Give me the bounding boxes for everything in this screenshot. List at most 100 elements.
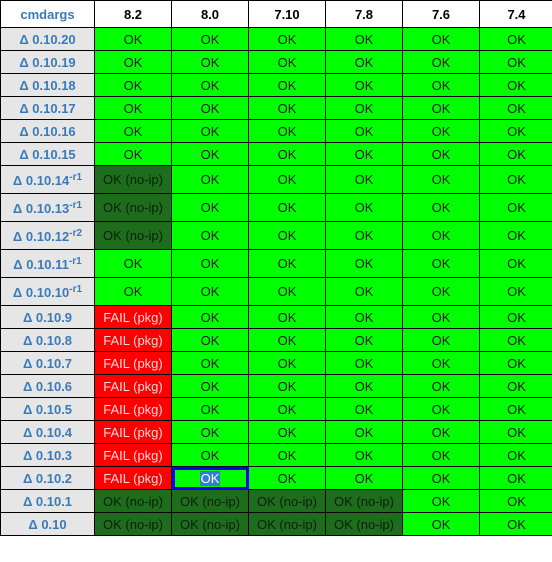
- row-version-label[interactable]: Δ 0.10.19: [0, 50, 95, 74]
- row-version-label[interactable]: Δ 0.10.14-r1: [0, 165, 95, 194]
- status-cell[interactable]: OK: [248, 466, 326, 490]
- status-cell[interactable]: FAIL (pkg): [94, 420, 172, 444]
- row-version-label[interactable]: Δ 0.10.8: [0, 328, 95, 352]
- status-cell[interactable]: OK: [171, 305, 249, 329]
- row-version-label[interactable]: Δ 0.10.15: [0, 142, 95, 166]
- status-cell[interactable]: OK (no-ip): [94, 221, 172, 250]
- status-cell[interactable]: OK: [402, 50, 480, 74]
- status-cell[interactable]: OK: [325, 119, 403, 143]
- status-cell[interactable]: OK: [402, 193, 480, 222]
- status-cell[interactable]: OK: [94, 142, 172, 166]
- status-cell[interactable]: OK: [402, 512, 480, 536]
- status-cell[interactable]: OK: [248, 305, 326, 329]
- row-version-label[interactable]: Δ 0.10.6: [0, 374, 95, 398]
- status-cell-selected[interactable]: OK: [171, 466, 249, 490]
- status-cell[interactable]: OK: [248, 277, 326, 306]
- row-version-label[interactable]: Δ 0.10.4: [0, 420, 95, 444]
- status-cell[interactable]: OK: [248, 397, 326, 421]
- status-cell[interactable]: OK: [171, 119, 249, 143]
- status-cell[interactable]: OK: [479, 512, 552, 536]
- status-cell[interactable]: OK: [402, 165, 480, 194]
- status-cell[interactable]: OK: [402, 221, 480, 250]
- status-cell[interactable]: OK: [479, 305, 552, 329]
- status-cell[interactable]: OK: [171, 328, 249, 352]
- status-cell[interactable]: OK: [479, 165, 552, 194]
- status-cell[interactable]: OK: [325, 96, 403, 120]
- status-cell[interactable]: OK: [325, 305, 403, 329]
- status-cell[interactable]: OK: [402, 351, 480, 375]
- status-cell[interactable]: OK: [402, 489, 480, 513]
- status-cell[interactable]: OK: [325, 73, 403, 97]
- status-cell[interactable]: OK: [325, 249, 403, 278]
- row-version-label[interactable]: Δ 0.10.11-r1: [0, 249, 95, 278]
- status-cell[interactable]: OK: [248, 96, 326, 120]
- status-cell[interactable]: OK: [402, 96, 480, 120]
- status-cell[interactable]: OK: [171, 221, 249, 250]
- status-cell[interactable]: OK (no-ip): [171, 489, 249, 513]
- status-cell[interactable]: FAIL (pkg): [94, 328, 172, 352]
- status-cell[interactable]: OK: [94, 277, 172, 306]
- row-version-label[interactable]: Δ 0.10.12-r2: [0, 221, 95, 250]
- status-cell[interactable]: OK: [248, 328, 326, 352]
- row-version-label[interactable]: Δ 0.10: [0, 512, 95, 536]
- status-cell[interactable]: OK: [248, 351, 326, 375]
- status-cell[interactable]: OK: [479, 397, 552, 421]
- status-cell[interactable]: OK: [171, 142, 249, 166]
- row-version-label[interactable]: Δ 0.10.18: [0, 73, 95, 97]
- row-version-label[interactable]: Δ 0.10.13-r1: [0, 193, 95, 222]
- status-cell[interactable]: OK: [325, 443, 403, 467]
- status-cell[interactable]: OK: [171, 397, 249, 421]
- status-cell[interactable]: OK: [479, 328, 552, 352]
- status-cell[interactable]: OK: [248, 374, 326, 398]
- status-cell[interactable]: OK: [171, 96, 249, 120]
- status-cell[interactable]: OK: [479, 96, 552, 120]
- status-cell[interactable]: OK (no-ip): [248, 489, 326, 513]
- status-cell[interactable]: OK: [479, 277, 552, 306]
- status-cell[interactable]: OK: [171, 351, 249, 375]
- status-cell[interactable]: OK: [325, 193, 403, 222]
- status-cell[interactable]: OK: [248, 249, 326, 278]
- status-cell[interactable]: FAIL (pkg): [94, 374, 172, 398]
- status-cell[interactable]: OK: [325, 466, 403, 490]
- status-cell[interactable]: OK: [248, 119, 326, 143]
- status-cell[interactable]: OK (no-ip): [94, 489, 172, 513]
- row-version-label[interactable]: Δ 0.10.17: [0, 96, 95, 120]
- row-version-label[interactable]: Δ 0.10.7: [0, 351, 95, 375]
- status-cell[interactable]: OK: [94, 119, 172, 143]
- row-version-label[interactable]: Δ 0.10.10-r1: [0, 277, 95, 306]
- status-cell[interactable]: OK: [325, 142, 403, 166]
- status-cell[interactable]: OK: [94, 50, 172, 74]
- status-cell[interactable]: OK: [479, 142, 552, 166]
- status-cell[interactable]: OK: [479, 374, 552, 398]
- status-cell[interactable]: OK: [248, 27, 326, 51]
- status-cell[interactable]: OK: [325, 277, 403, 306]
- status-cell[interactable]: OK: [248, 142, 326, 166]
- status-cell[interactable]: OK (no-ip): [171, 512, 249, 536]
- status-cell[interactable]: OK: [402, 142, 480, 166]
- status-cell[interactable]: FAIL (pkg): [94, 397, 172, 421]
- status-cell[interactable]: OK: [479, 27, 552, 51]
- status-cell[interactable]: OK (no-ip): [94, 165, 172, 194]
- status-cell[interactable]: OK: [94, 73, 172, 97]
- row-version-label[interactable]: Δ 0.10.2: [0, 466, 95, 490]
- status-cell[interactable]: FAIL (pkg): [94, 305, 172, 329]
- status-cell[interactable]: OK: [402, 328, 480, 352]
- status-cell[interactable]: OK: [479, 193, 552, 222]
- status-cell[interactable]: OK: [171, 193, 249, 222]
- status-cell[interactable]: OK: [171, 50, 249, 74]
- status-cell[interactable]: OK: [479, 249, 552, 278]
- row-version-label[interactable]: Δ 0.10.3: [0, 443, 95, 467]
- status-cell[interactable]: OK: [402, 305, 480, 329]
- status-cell[interactable]: OK: [171, 73, 249, 97]
- status-cell[interactable]: OK: [248, 50, 326, 74]
- status-cell[interactable]: OK: [479, 420, 552, 444]
- status-cell[interactable]: OK: [248, 221, 326, 250]
- status-cell[interactable]: OK: [94, 249, 172, 278]
- status-cell[interactable]: OK: [402, 374, 480, 398]
- status-cell[interactable]: OK: [479, 50, 552, 74]
- status-cell[interactable]: OK: [325, 221, 403, 250]
- status-cell[interactable]: OK: [402, 466, 480, 490]
- status-cell[interactable]: OK: [171, 27, 249, 51]
- status-cell[interactable]: FAIL (pkg): [94, 443, 172, 467]
- status-cell[interactable]: OK: [171, 443, 249, 467]
